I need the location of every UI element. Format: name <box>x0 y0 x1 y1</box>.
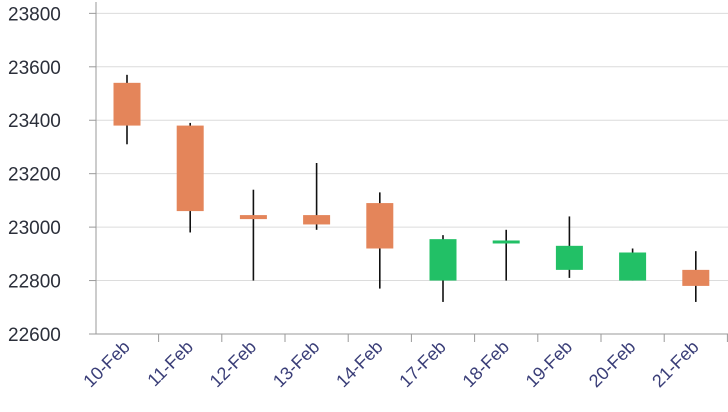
candle-18-Feb <box>492 229 520 281</box>
x-tick-label-11-Feb: 11-Feb <box>143 337 197 391</box>
candle-19-Feb <box>555 216 583 278</box>
x-axis-tick-labels: 10-Feb 11-Feb 12-Feb 13-Feb 14-Feb 17-Feb 18-F… <box>79 337 702 391</box>
y-tick-label-23400: 23400 <box>8 111 61 132</box>
x-tick-label-12-Feb: 12-Feb <box>206 337 260 391</box>
x-tick-label-21-Feb: 21-Feb <box>648 337 702 391</box>
candle-body-20-Feb <box>619 252 647 281</box>
x-tick-label-20-Feb: 20-Feb <box>585 337 639 391</box>
y-tick-label-23000: 23000 <box>8 218 61 239</box>
candle-body-13-Feb <box>303 215 331 225</box>
x-tick-label-10-Feb: 10-Feb <box>79 337 133 391</box>
candle-body-11-Feb <box>176 125 204 212</box>
candle-body-21-Feb <box>682 269 710 286</box>
x-tick-label-13-Feb: 13-Feb <box>269 337 323 391</box>
candle-13-Feb <box>303 162 331 230</box>
y-axis-tick-labels: 22600 22800 23000 23200 23400 23600 23800 <box>8 4 61 346</box>
candle-body-18-Feb <box>492 240 520 244</box>
x-tick-label-17-Feb: 17-Feb <box>395 337 449 391</box>
candle-body-19-Feb <box>555 245 583 270</box>
y-tick-label-22600: 22600 <box>8 325 61 346</box>
y-tick-label-23600: 23600 <box>8 58 61 79</box>
axes <box>89 2 728 342</box>
candle-11-Feb <box>176 122 204 233</box>
candle-body-14-Feb <box>366 203 394 249</box>
candle-body-10-Feb <box>113 82 141 126</box>
candle-12-Feb <box>239 189 267 281</box>
y-tick-label-23800: 23800 <box>8 4 61 25</box>
candle-17-Feb <box>429 235 457 302</box>
candle-10-Feb <box>113 74 141 145</box>
y-tick-label-23200: 23200 <box>8 165 61 186</box>
y-tick-label-22800: 22800 <box>8 272 61 293</box>
candle-21-Feb <box>682 251 710 302</box>
candle-body-12-Feb <box>239 215 267 220</box>
candle-14-Feb <box>366 192 394 289</box>
candle-body-17-Feb <box>429 239 457 281</box>
candle-20-Feb <box>619 248 647 281</box>
x-tick-label-14-Feb: 14-Feb <box>332 337 386 391</box>
x-tick-label-19-Feb: 19-Feb <box>522 337 576 391</box>
x-tick-label-18-Feb: 18-Feb <box>459 337 513 391</box>
candles <box>113 74 710 302</box>
